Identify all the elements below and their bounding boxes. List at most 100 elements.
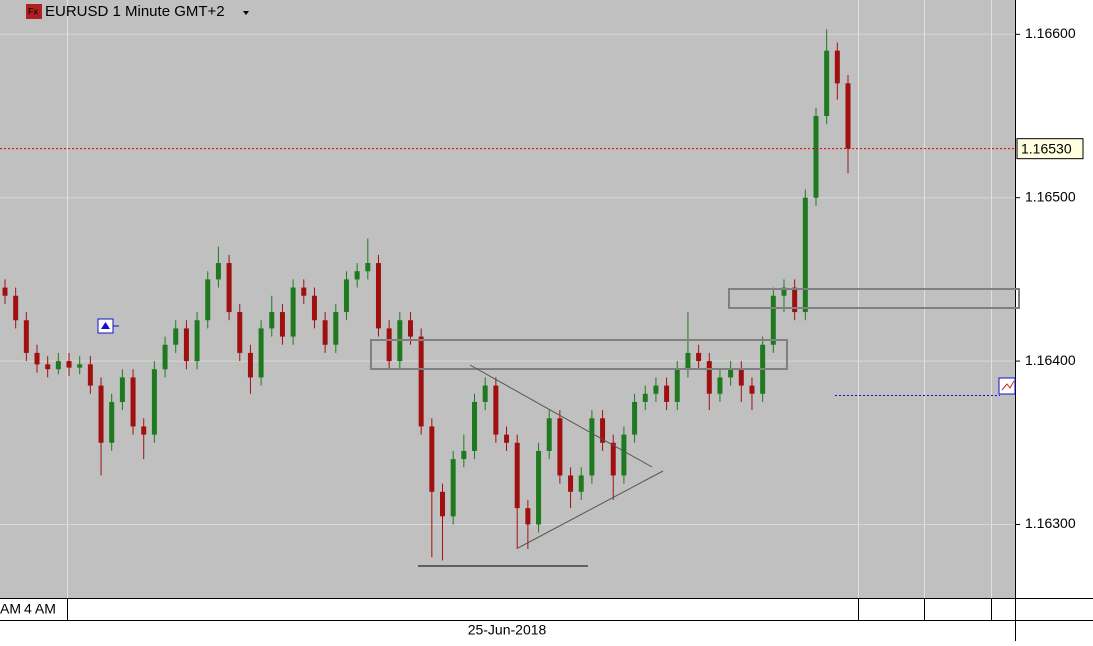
candle-body	[696, 352, 702, 362]
candle-body	[23, 320, 29, 353]
candle-body	[141, 426, 147, 435]
price-label: 1.16530	[1021, 140, 1072, 156]
candle-body	[77, 364, 83, 368]
candle-body	[429, 426, 435, 492]
y-tick-label: 1.16500	[1025, 188, 1076, 204]
fx-icon-text: Fx	[28, 6, 38, 16]
candle-body	[749, 385, 755, 394]
candle-body	[738, 369, 744, 386]
candle-body	[728, 369, 734, 378]
candle-body	[642, 393, 648, 402]
zone-box	[370, 339, 788, 370]
candle-body	[354, 271, 360, 280]
candle-body	[546, 418, 552, 451]
candle-body	[151, 369, 157, 435]
candle-body	[589, 418, 595, 476]
candle-body	[2, 287, 8, 296]
candle-body	[578, 475, 584, 492]
candle-body	[55, 361, 61, 370]
candle-body	[173, 328, 179, 345]
candle-body	[674, 369, 680, 402]
candle-body	[386, 328, 392, 362]
candle-body	[493, 385, 499, 435]
candle-body	[440, 491, 446, 517]
candle-body	[653, 385, 659, 394]
candle-body	[706, 361, 712, 394]
candle-body	[557, 418, 563, 476]
candle-body	[269, 312, 275, 329]
time-label: AM	[0, 601, 21, 617]
candle-body	[664, 385, 670, 402]
candle-body	[279, 312, 285, 337]
candle-body	[600, 418, 606, 443]
candle-body	[375, 263, 381, 329]
candle-body	[205, 279, 211, 321]
candle-body	[87, 364, 93, 386]
candle-body	[525, 508, 531, 525]
price-label-box	[1016, 138, 1084, 160]
y-tick-label: 1.16300	[1025, 515, 1076, 531]
candle-body	[311, 295, 317, 321]
candle-body	[781, 287, 787, 296]
candle-body	[482, 385, 488, 402]
candle-body	[322, 320, 328, 345]
candle-body	[194, 320, 200, 362]
candle-body	[333, 312, 339, 345]
candle-body	[770, 295, 776, 345]
candle-body	[13, 295, 19, 321]
candle-body	[717, 377, 723, 394]
candle-body	[226, 263, 232, 313]
candle-body	[34, 352, 40, 365]
candle-body	[824, 50, 830, 117]
candle-body	[98, 385, 104, 443]
candle-body	[845, 83, 851, 149]
candle-body	[813, 116, 819, 198]
candle-body	[365, 263, 371, 272]
time-label: 4 AM	[24, 601, 56, 617]
order-icon[interactable]	[998, 377, 1016, 395]
candle-body	[109, 401, 115, 443]
candle-body	[162, 344, 168, 370]
candle-body	[130, 377, 136, 427]
candle-body	[834, 50, 840, 84]
candle-body	[237, 312, 243, 353]
candle-body	[247, 352, 253, 378]
price-axis	[1015, 0, 1093, 641]
order-icon-glyph	[1001, 380, 1015, 391]
candle-body	[504, 434, 510, 443]
title-bar[interactable]: Fx EURUSD 1 Minute GMT+2	[26, 3, 249, 20]
candle-body	[407, 320, 413, 337]
candle-body	[632, 401, 638, 435]
date-label: 25-Jun-2018	[468, 622, 547, 638]
candle-body	[215, 263, 221, 280]
dropdown-arrow	[243, 11, 249, 15]
candle-body	[258, 328, 264, 378]
candle-body	[66, 361, 72, 368]
candle-body	[792, 287, 798, 313]
alert-glyph	[101, 322, 110, 329]
candle-body	[343, 279, 349, 313]
candle-body	[685, 352, 691, 370]
candle-body	[301, 287, 307, 296]
plot-area	[0, 0, 1015, 598]
y-tick-label: 1.16600	[1025, 25, 1076, 41]
trend-line	[517, 470, 664, 549]
candle-body	[290, 287, 296, 337]
candle-body	[119, 377, 125, 402]
candle-body	[450, 459, 456, 517]
candle-body	[536, 450, 542, 525]
fx-icon	[26, 4, 42, 19]
candle-body	[461, 450, 467, 460]
candle-body	[802, 197, 808, 313]
candle-body	[621, 434, 627, 476]
chart-title: EURUSD 1 Minute GMT+2	[45, 3, 225, 20]
candle-body	[45, 364, 51, 370]
zone-box	[728, 288, 1020, 309]
candle-body	[472, 401, 478, 451]
candle-body	[183, 328, 189, 362]
candle-body	[514, 442, 520, 509]
candle-body	[418, 336, 424, 427]
candle-body	[610, 442, 616, 476]
y-tick-label: 1.16400	[1025, 352, 1076, 368]
